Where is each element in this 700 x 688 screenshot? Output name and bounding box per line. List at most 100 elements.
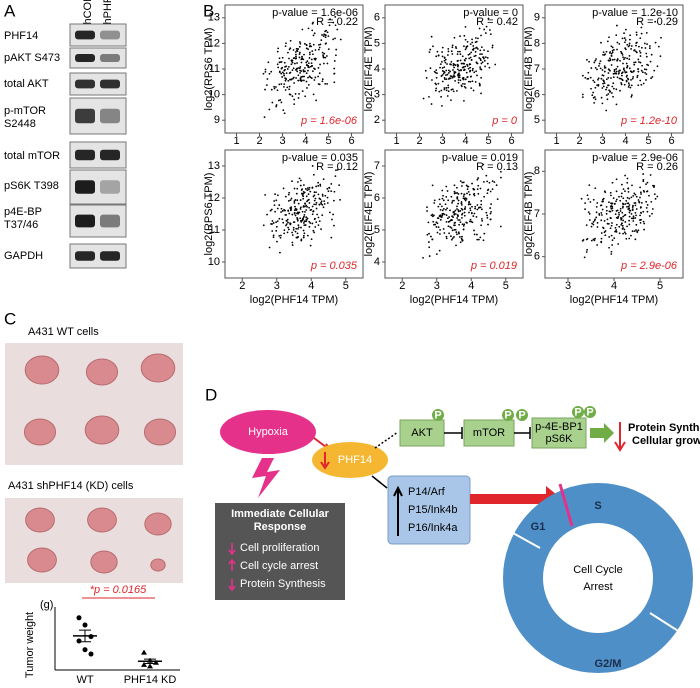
point-texture (333, 224, 335, 227)
point-texture (310, 58, 313, 61)
blot-band (100, 30, 120, 40)
cell-cycle-ring (503, 483, 693, 673)
point-texture (299, 77, 302, 80)
point-texture (639, 51, 642, 54)
point-texture (325, 29, 328, 32)
point-texture (615, 198, 618, 201)
point-texture (455, 231, 458, 234)
point-texture (295, 68, 298, 71)
point-texture (281, 218, 284, 221)
point-texture (314, 226, 317, 228)
point-texture (467, 191, 470, 193)
point-texture (463, 197, 465, 200)
point-texture (317, 67, 320, 69)
point-texture (451, 237, 454, 240)
point-texture (295, 53, 297, 56)
point-texture (322, 206, 325, 209)
point-texture (600, 237, 603, 240)
point-texture (287, 199, 290, 202)
point-texture (615, 103, 618, 106)
point-texture (610, 194, 612, 197)
point-texture (428, 95, 430, 98)
point-texture (624, 174, 626, 177)
tumor (25, 507, 55, 533)
point-texture (299, 72, 301, 74)
point-texture (469, 56, 472, 59)
point-texture (305, 218, 308, 221)
point-texture (596, 84, 599, 87)
x-tick-label: 6 (508, 135, 514, 147)
point-texture (607, 222, 610, 225)
x-tick-label: 2 (239, 280, 245, 292)
point-texture (457, 79, 460, 81)
point-texture (425, 77, 428, 79)
point-texture (311, 65, 314, 67)
point-texture (291, 180, 293, 183)
point-texture (274, 210, 276, 213)
point-texture (592, 198, 595, 201)
point-texture (302, 190, 305, 193)
point-texture (640, 211, 642, 214)
x-tick-label: 3 (599, 135, 605, 147)
point-texture (332, 213, 335, 216)
p-value-text: p-value = 1.2e-10 (592, 7, 678, 19)
point-texture (309, 76, 312, 79)
point-texture (336, 168, 339, 171)
point-texture (457, 74, 460, 77)
point-texture (477, 184, 480, 187)
point-texture (297, 79, 300, 82)
point-texture (606, 218, 609, 221)
phospho-marker (502, 409, 514, 421)
point-texture (313, 194, 316, 197)
point-texture (621, 37, 624, 40)
point-texture (489, 29, 491, 31)
point-texture (602, 85, 605, 88)
point-texture (453, 224, 455, 227)
unit-label: (g) (40, 599, 53, 611)
point-texture (633, 230, 636, 233)
point-texture (618, 195, 620, 198)
point-texture (638, 45, 640, 48)
point-texture (489, 218, 492, 221)
point-texture (583, 256, 586, 259)
point-texture (626, 65, 629, 67)
point-texture (303, 220, 306, 223)
point-texture (303, 213, 306, 216)
point-texture (263, 116, 266, 119)
point-texture (626, 43, 629, 46)
point-texture (588, 60, 591, 63)
point-texture (584, 208, 586, 211)
point-texture (640, 83, 643, 86)
point-texture (611, 85, 614, 88)
point-texture (485, 174, 488, 177)
p-value-text: p-value = 0.035 (282, 152, 358, 164)
point-texture (277, 47, 280, 50)
point-texture (456, 197, 459, 200)
point-texture (281, 210, 284, 212)
point-texture (283, 208, 285, 211)
point-texture (275, 199, 278, 202)
point-texture (326, 202, 329, 204)
blot-band (75, 108, 95, 124)
point-texture (318, 197, 321, 200)
center-label: Cell Cycle (573, 564, 623, 576)
point-texture (300, 238, 303, 241)
point-texture (463, 34, 466, 37)
data-point (76, 638, 82, 644)
point-texture (445, 214, 448, 217)
point-texture (602, 197, 605, 200)
point-texture (468, 57, 471, 60)
point-texture (585, 238, 588, 241)
point-texture (306, 187, 309, 190)
point-texture (464, 65, 467, 68)
down-arrow (228, 543, 236, 556)
point-texture (338, 184, 341, 187)
point-texture (474, 50, 477, 53)
point-texture (291, 231, 293, 234)
point-texture (482, 239, 485, 242)
column-label: shPHF14 (102, 0, 114, 30)
data-point (147, 663, 153, 669)
point-texture (480, 68, 483, 71)
point-texture (428, 232, 430, 235)
p-annotation: p = 0 (491, 115, 518, 127)
